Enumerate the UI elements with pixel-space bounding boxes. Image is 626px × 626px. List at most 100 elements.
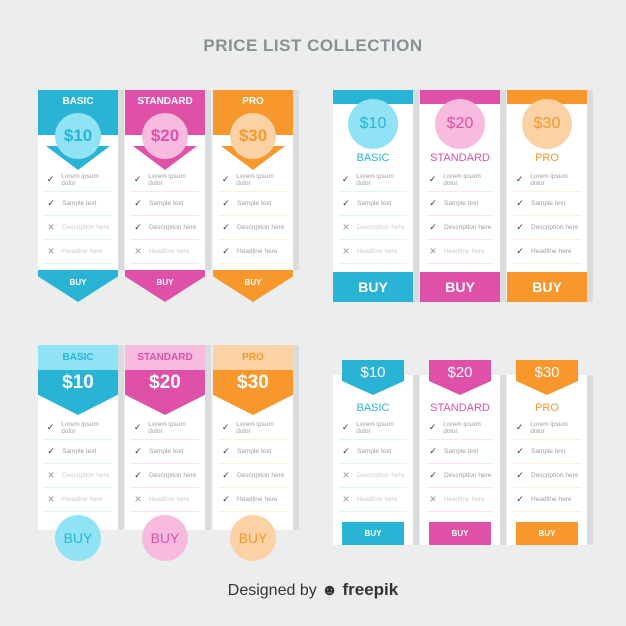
price-tag: $30 [516, 360, 578, 395]
price-circle: $20 [142, 113, 188, 159]
cross-icon: ✕ [47, 470, 55, 480]
buy-button[interactable]: BUY [429, 522, 491, 545]
check-icon: ✓ [134, 198, 142, 208]
feature-item: ✓ Lorem ipsum dolor [131, 416, 199, 440]
check-icon: ✓ [516, 222, 524, 232]
check-icon: ✓ [46, 174, 55, 184]
plan-name: PRO [535, 152, 559, 164]
feature-text: Sample text [357, 200, 392, 207]
feature-text: Headline here [357, 248, 398, 255]
feature-item: ✓ Sample text [426, 440, 494, 464]
feature-text: Lorem ipsum dolor [356, 172, 394, 187]
price-circle: $30 [230, 113, 276, 159]
plan-name: STANDARD [137, 96, 193, 107]
check-icon: ✓ [222, 222, 230, 232]
feature-item: ✓ Lorem ipsum dolor [44, 416, 112, 440]
buy-button[interactable]: BUY [213, 270, 293, 302]
buy-button[interactable]: BUY [333, 272, 413, 302]
check-icon: ✓ [429, 198, 437, 208]
cross-icon: ✕ [342, 470, 350, 480]
feature-item: ✓ Headline here [219, 488, 287, 512]
plan-name: BASIC [356, 152, 390, 164]
feature-item: ✓ Description here [426, 216, 494, 240]
feature-item: ✓ Sample text [513, 192, 581, 216]
feature-text: Lorem ipsum dolor [148, 420, 186, 435]
feature-item: ✓ Description here [131, 216, 199, 240]
feature-item: ✕ Headline here [339, 488, 407, 512]
price-circle: $30 [522, 99, 572, 149]
check-icon: ✓ [428, 174, 437, 184]
buy-button[interactable]: BUY [142, 515, 188, 561]
plan-name: STANDARD [430, 152, 490, 164]
feature-item: ✓ Sample text [131, 440, 199, 464]
card-top-strip [333, 90, 413, 104]
plan-name: STANDARD [125, 345, 205, 370]
check-icon: ✓ [134, 470, 142, 480]
buy-button[interactable]: BUY [516, 522, 578, 545]
feature-item: ✓ Description here [426, 464, 494, 488]
check-icon: ✓ [516, 470, 524, 480]
brand-name: freepik [342, 580, 399, 599]
check-icon: ✓ [516, 246, 524, 256]
plan-name: PRO [213, 345, 293, 370]
pricing-card-basic: ✓ Lorem ipsum dolor ✓ Sample text ✕ Descripti… [333, 90, 413, 302]
feature-item: ✓ Lorem ipsum dolor [426, 168, 494, 192]
feature-text: Headline here [62, 248, 103, 255]
check-icon: ✓ [516, 494, 524, 504]
plan-name: STANDARD [430, 402, 490, 414]
check-icon: ✓ [429, 446, 437, 456]
feature-text: Headline here [357, 496, 398, 503]
feature-item: ✕ Headline here [131, 488, 199, 512]
feature-item: ✕ Description here [339, 464, 407, 488]
cross-icon: ✕ [47, 246, 55, 256]
cross-icon: ✕ [429, 494, 437, 504]
check-icon: ✓ [47, 198, 55, 208]
check-icon: ✓ [46, 422, 55, 432]
feature-item: ✓ Sample text [219, 192, 287, 216]
buy-button[interactable]: BUY [342, 522, 404, 545]
feature-text: Lorem ipsum dolor [61, 420, 99, 435]
feature-item: ✓ Sample text [339, 440, 407, 464]
check-icon: ✓ [134, 446, 142, 456]
feature-item: ✓ Lorem ipsum dolor [426, 416, 494, 440]
feature-item: ✕ Headline here [44, 240, 112, 264]
buy-button[interactable]: BUY [38, 270, 118, 302]
feature-item: ✓ Sample text [513, 440, 581, 464]
check-icon: ✓ [222, 494, 230, 504]
feature-item: ✓ Description here [131, 464, 199, 488]
feature-text: Description here [62, 472, 110, 479]
feature-item: ✓ Sample text [426, 192, 494, 216]
plan-name: BASIC [62, 96, 94, 107]
feature-text: Headline here [237, 248, 278, 255]
cross-icon: ✕ [342, 222, 350, 232]
feature-item: ✓ Description here [513, 216, 581, 240]
feature-text: Sample text [62, 200, 97, 207]
buy-button[interactable]: BUY [55, 515, 101, 561]
feature-text: Sample text [149, 200, 184, 207]
feature-item: ✓ Sample text [44, 440, 112, 464]
feature-text: Lorem ipsum dolor [148, 172, 186, 187]
buy-button[interactable]: BUY [230, 515, 276, 561]
feature-text: Lorem ipsum dolor [236, 420, 274, 435]
check-icon: ✓ [516, 198, 524, 208]
feature-text: Lorem ipsum dolor [443, 172, 481, 187]
cross-icon: ✕ [47, 222, 55, 232]
buy-button[interactable]: BUY [507, 272, 587, 302]
cross-icon: ✕ [134, 246, 142, 256]
feature-item: ✓ Sample text [44, 192, 112, 216]
buy-button[interactable]: BUY [125, 270, 205, 302]
feature-text: Sample text [444, 448, 479, 455]
buy-button[interactable]: BUY [420, 272, 500, 302]
pricing-card-standard: ✓ Lorem ipsum dolor ✓ Sample text ✓ Descripti… [420, 90, 500, 302]
feature-text: Description here [62, 224, 110, 231]
price-ribbon: $20 [125, 370, 205, 415]
check-icon: ✓ [342, 446, 350, 456]
check-icon: ✓ [515, 422, 524, 432]
check-icon: ✓ [341, 422, 350, 432]
plan-name: BASIC [38, 345, 118, 370]
check-icon: ✓ [222, 246, 230, 256]
pricing-card-pro: ✓ Lorem ipsum dolor ✓ Sample text ✓ Descripti… [213, 345, 293, 561]
check-icon: ✓ [516, 446, 524, 456]
feature-item: ✕ Description here [339, 216, 407, 240]
pricing-card-standard: ✓ Lorem ipsum dolor ✓ Sample text ✓ Descripti… [420, 360, 500, 545]
